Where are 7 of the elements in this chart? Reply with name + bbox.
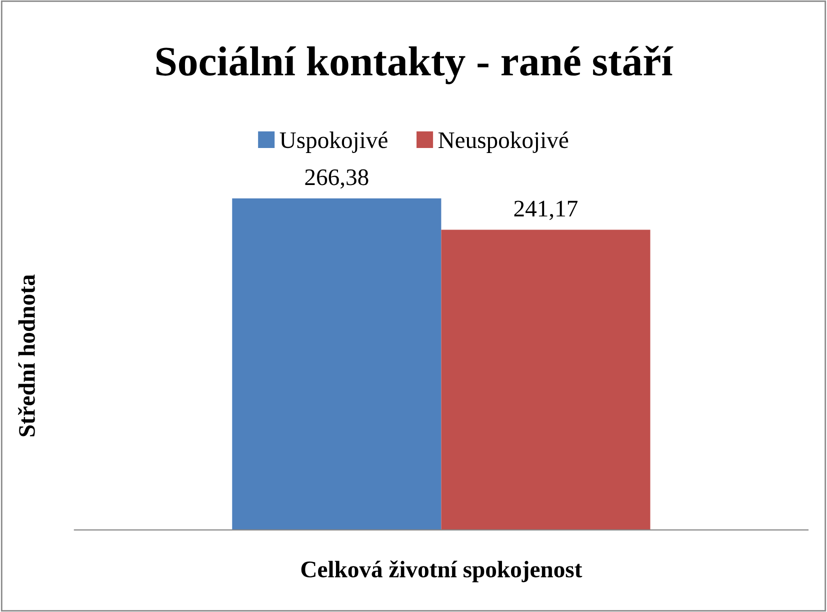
legend-label: Uspokojivé xyxy=(280,132,388,153)
legend-label: Neuspokojivé xyxy=(438,132,568,153)
chart-title: Sociální kontakty - rané stáří xyxy=(156,46,674,84)
x-axis-title: Celková životní spokojenost xyxy=(301,560,582,582)
y-axis-title: Střední hodnota xyxy=(18,274,35,436)
data-label: 266,38 xyxy=(305,169,368,189)
data-label: 241,17 xyxy=(514,200,578,220)
